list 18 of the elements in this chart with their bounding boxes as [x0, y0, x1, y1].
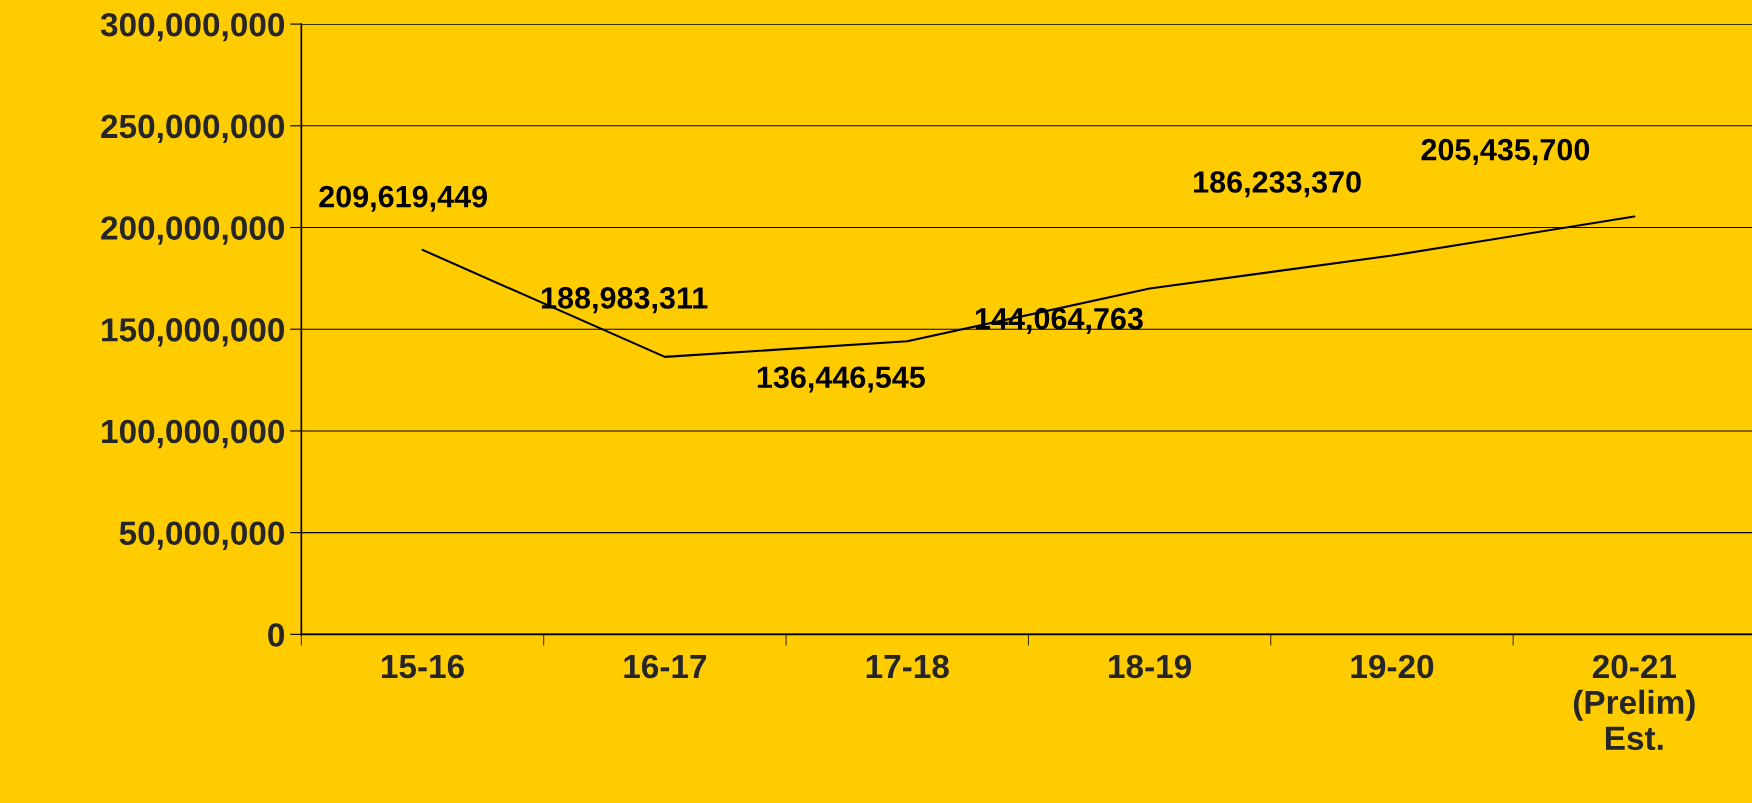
annotation: 209,619,449	[319, 185, 487, 212]
x-tick-label: 19-20	[1351, 654, 1434, 679]
x-tick-label: 20-21 (Prelim) Est.	[1573, 654, 1695, 751]
annotation: 188,983,311	[541, 287, 708, 314]
x-tick-label: 16-17	[624, 654, 707, 679]
y-tick-label: 50,000,000	[119, 521, 285, 550]
y-tick-label: 0	[268, 623, 285, 647]
x-tick-label: 17-18	[866, 654, 949, 679]
annotation: 136,446,545	[757, 366, 925, 393]
y-tick-label: 150,000,000	[102, 318, 285, 347]
x-tick-label: 18-19	[1109, 654, 1191, 679]
x-tick-label: 15-16	[382, 654, 464, 679]
y-tick-label: 250,000,000	[101, 114, 285, 144]
annotation: 186,233,370	[1194, 171, 1361, 198]
y-tick-label: 200,000,000	[101, 216, 285, 245]
y-tick-label: 300,000,000	[100, 12, 285, 42]
annotation: 205,435,700	[1421, 138, 1590, 165]
y-tick-label: 100,000,000	[102, 419, 285, 449]
